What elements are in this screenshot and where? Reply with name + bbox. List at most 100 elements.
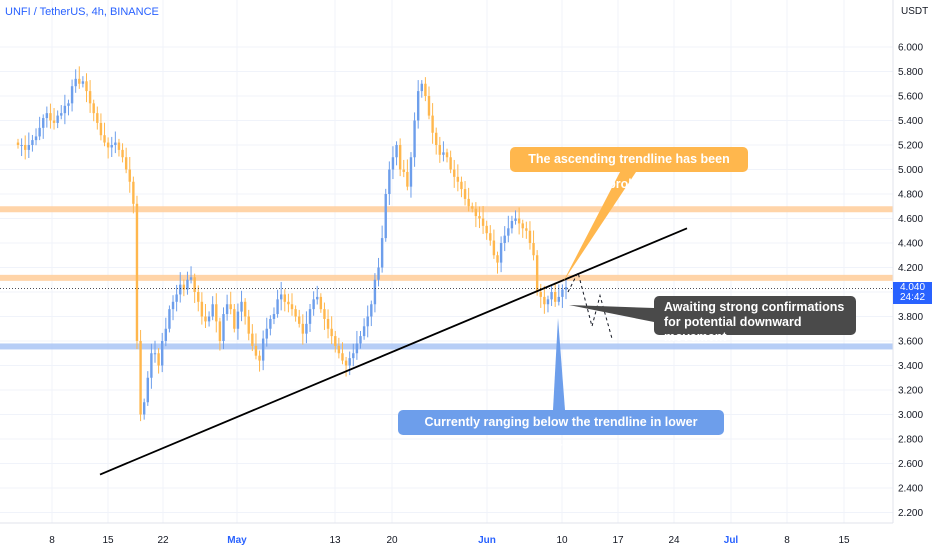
candle-body bbox=[503, 235, 506, 243]
candle-body bbox=[290, 304, 294, 310]
candle-body bbox=[334, 336, 337, 346]
candle-body bbox=[535, 255, 539, 292]
time-tick-label: 10 bbox=[556, 535, 568, 546]
candle-body bbox=[395, 145, 398, 158]
callout-pointer-dark bbox=[569, 305, 654, 322]
candle-body bbox=[539, 292, 542, 297]
price-tick-label: 4.400 bbox=[898, 239, 923, 250]
candle-body bbox=[132, 181, 135, 204]
candle-body bbox=[153, 353, 157, 355]
candle-body bbox=[272, 314, 276, 319]
symbol-title[interactable]: UNFI / TetherUS, 4h, BINANCE bbox=[5, 6, 159, 18]
time-tick-label: Jun bbox=[478, 535, 496, 546]
resistance-zone bbox=[0, 274, 893, 281]
candle-body bbox=[78, 78, 81, 84]
candle-body bbox=[92, 103, 95, 114]
candle-body bbox=[81, 81, 85, 84]
candle-body bbox=[24, 145, 27, 150]
candle-body bbox=[424, 83, 427, 96]
candle-body bbox=[561, 289, 564, 297]
candle-body bbox=[312, 299, 315, 310]
candle-body bbox=[384, 194, 387, 239]
candle-body bbox=[489, 233, 492, 241]
callout-ranging[interactable]: Currently ranging below the trendline in… bbox=[398, 410, 724, 454]
candle-body bbox=[171, 301, 175, 310]
candle-body bbox=[236, 311, 240, 329]
candle-body bbox=[406, 171, 409, 187]
candle-body bbox=[377, 267, 380, 280]
candle-body bbox=[305, 323, 308, 334]
candle-body bbox=[85, 81, 88, 92]
candle-body bbox=[121, 149, 124, 158]
candle-body bbox=[63, 105, 67, 114]
candle-body bbox=[521, 223, 524, 229]
time-tick-label: 17 bbox=[612, 535, 624, 546]
candle-body bbox=[445, 152, 449, 158]
candle-body bbox=[193, 277, 196, 292]
candle-body bbox=[344, 360, 348, 366]
price-tick-label: 5.800 bbox=[898, 67, 923, 78]
candle-body bbox=[463, 189, 467, 199]
candle-body bbox=[31, 140, 34, 145]
candle-body bbox=[564, 287, 568, 290]
candle-body bbox=[265, 328, 268, 339]
candle-body bbox=[517, 218, 521, 224]
candle-body bbox=[124, 157, 128, 170]
candle-body bbox=[438, 145, 442, 155]
candle-body bbox=[316, 296, 319, 300]
price-tick-label: 2.600 bbox=[898, 459, 923, 470]
candle-body bbox=[225, 304, 229, 315]
callout-awaiting-confirmation[interactable]: Awaiting strong confirmations for potent… bbox=[654, 296, 856, 344]
candle-body bbox=[56, 115, 59, 123]
candle-body bbox=[370, 304, 373, 317]
time-tick-label: Jul bbox=[724, 535, 739, 546]
support-zone bbox=[0, 343, 893, 350]
candle-body bbox=[99, 122, 103, 136]
candle-body bbox=[150, 353, 153, 378]
candle-body bbox=[67, 103, 70, 106]
candle-body bbox=[409, 157, 413, 187]
candle-body bbox=[251, 333, 254, 346]
candle-body bbox=[323, 309, 326, 319]
price-tick-label: 2.400 bbox=[898, 484, 923, 495]
candle-body bbox=[110, 145, 113, 148]
candle-body bbox=[525, 228, 528, 231]
time-tick-label: 15 bbox=[838, 535, 850, 546]
candle-body bbox=[326, 318, 330, 329]
candle-body bbox=[528, 230, 532, 243]
candle-body bbox=[38, 127, 41, 137]
candle-body bbox=[481, 218, 485, 226]
candle-body bbox=[211, 304, 214, 317]
candle-body bbox=[60, 113, 63, 116]
price-axis: 6.000 5.800 5.600 5.400 5.200 5.000 4.800 4.600… bbox=[898, 43, 923, 520]
candle-body bbox=[243, 301, 247, 317]
time-tick-label: May bbox=[227, 535, 247, 546]
last-price-badge: 4.040 24:42 bbox=[893, 282, 932, 304]
candle-body bbox=[233, 309, 236, 329]
candle-body bbox=[341, 353, 344, 361]
candle-body bbox=[348, 358, 351, 366]
candle-body bbox=[499, 243, 503, 263]
callout-awaiting-line-2: for potential downward movement bbox=[664, 315, 802, 344]
price-tick-label: 4.200 bbox=[898, 263, 923, 274]
candle-body bbox=[258, 355, 261, 361]
candle-body bbox=[135, 203, 139, 341]
price-tick-label: 3.400 bbox=[898, 361, 923, 372]
candle-body bbox=[157, 353, 160, 366]
candle-body bbox=[16, 142, 20, 145]
candle-body bbox=[96, 113, 99, 123]
candle-body bbox=[175, 294, 178, 302]
candlestick-series bbox=[16, 66, 568, 422]
candle-body bbox=[359, 336, 362, 344]
candle-body bbox=[179, 284, 182, 295]
last-price-value: 4.040 bbox=[899, 282, 926, 293]
candle-body bbox=[27, 145, 31, 150]
price-tick-label: 3.000 bbox=[898, 410, 923, 421]
price-tick-label: 5.200 bbox=[898, 141, 923, 152]
callout-trendline-broken[interactable]: The ascending trendline has been broken bbox=[510, 147, 748, 191]
price-tick-label: 3.600 bbox=[898, 337, 923, 348]
candle-body bbox=[460, 181, 463, 190]
candle-body bbox=[276, 299, 279, 315]
candle-body bbox=[532, 243, 535, 256]
